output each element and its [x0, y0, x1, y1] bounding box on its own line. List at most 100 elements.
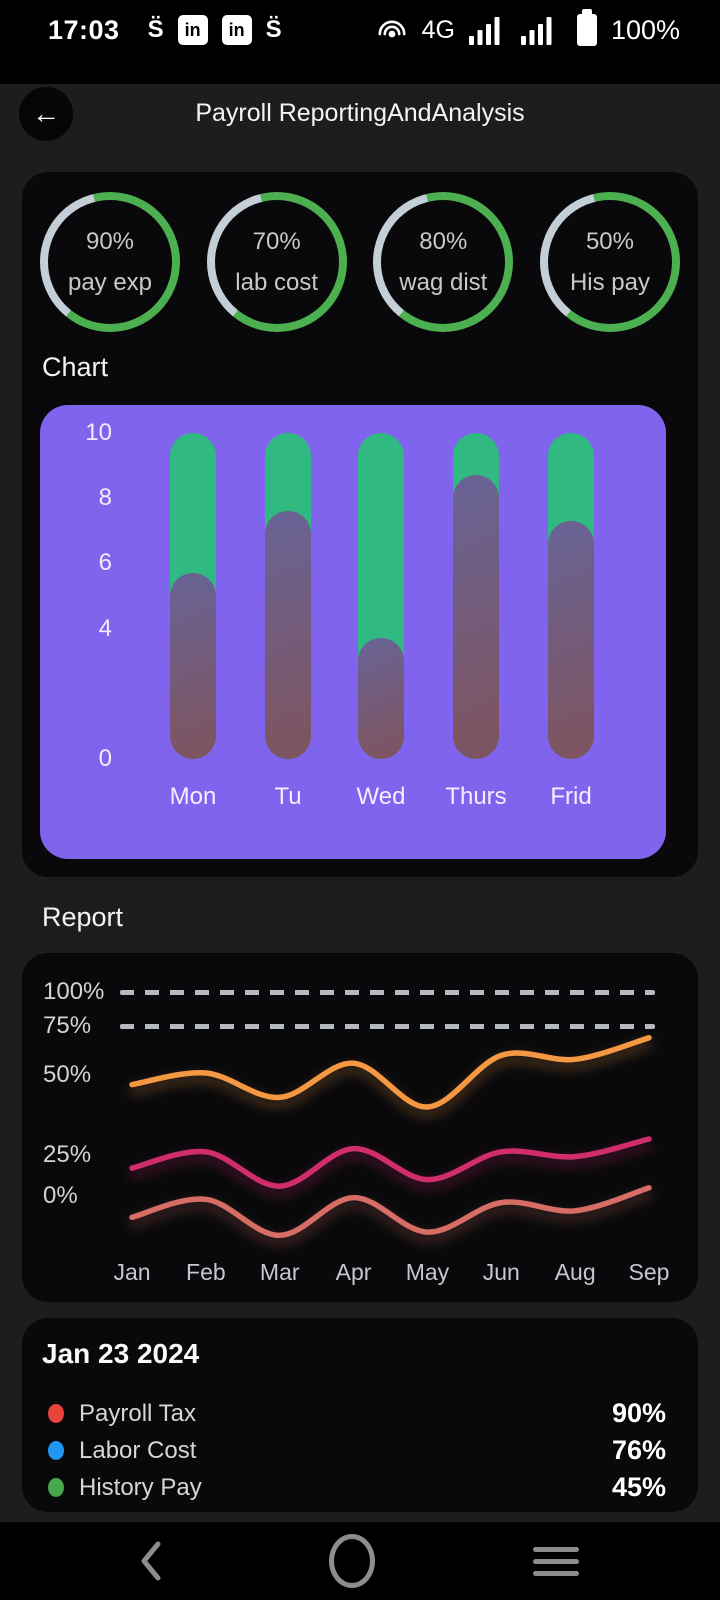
- bar-ytick-label: 4: [98, 614, 112, 642]
- bar-ytick-label: 6: [98, 549, 112, 577]
- ring-text: 70% lab cost: [207, 192, 347, 332]
- nav-home-button[interactable]: [322, 1522, 382, 1600]
- line-x-label: Feb: [186, 1259, 226, 1285]
- battery-icon: [576, 9, 597, 46]
- bar-category-label: Thurs: [445, 783, 507, 810]
- series-orange: [129, 1035, 652, 1110]
- ring-text: 90% pay exp: [40, 192, 180, 332]
- metric-label: pay exp: [67, 268, 153, 296]
- linkedin-icon: in: [177, 15, 208, 45]
- bar-actual: [265, 511, 311, 759]
- ring-hole: [214, 200, 339, 324]
- metric-value: 80%: [419, 227, 468, 255]
- line-x-label: Jun: [482, 1259, 520, 1285]
- bar-actual: [453, 475, 499, 759]
- bar-category-label: Frid: [550, 783, 592, 810]
- legend-value: 76%: [611, 1435, 666, 1465]
- ring-text: 80% wag dist: [373, 192, 513, 332]
- line-x-label: Mar: [259, 1259, 300, 1285]
- network-type-label: 4G: [421, 15, 455, 44]
- linkedin-icon: in: [221, 15, 252, 45]
- battery-percent-label: 100%: [610, 14, 680, 45]
- metric-ring: 70% lab cost: [206, 192, 347, 332]
- bar-ytick-label: 10: [85, 419, 112, 446]
- navigation-bar: [0, 1522, 720, 1600]
- bar-actual: [170, 573, 216, 759]
- ring-text: 50% His pay: [540, 192, 680, 332]
- metric-value: 70%: [252, 227, 301, 255]
- legend-value: 45%: [611, 1472, 666, 1502]
- legend-row: Labor Cost 76%: [48, 1432, 666, 1469]
- s-badge-icon: S̈: [265, 16, 282, 43]
- metrics-row: 90% pay exp 70% lab cost 80% wag dist 50…: [40, 192, 680, 332]
- metric-ring: 50% His pay: [539, 192, 680, 332]
- dashed-gridline: [120, 989, 655, 995]
- line-x-label: Apr: [335, 1259, 372, 1285]
- bar-category-label: Wed: [356, 783, 406, 810]
- bar-category-label: Tu: [274, 783, 302, 810]
- signal-strength-icon: [468, 17, 500, 45]
- metric-ring: 80% wag dist: [373, 192, 514, 332]
- line-ytick-label: 50%: [43, 1061, 92, 1088]
- status-bar: 17:03 S̈ in in S̈ 4G: [0, 0, 720, 84]
- line-ytick-label: 100%: [43, 978, 105, 1005]
- summary-date: Jan 23 2024: [42, 1338, 200, 1369]
- line-ytick-label: 0%: [43, 1182, 78, 1209]
- page-title: Payroll ReportingAndAnalysis: [195, 99, 525, 127]
- bar-actual: [548, 521, 594, 759]
- legend-row: History Pay 45%: [48, 1469, 666, 1506]
- legend-label: Labor Cost: [79, 1436, 197, 1464]
- chart-section-title: Chart: [42, 352, 109, 382]
- bar-actual: [358, 638, 404, 759]
- summary-card: Jan 23 2024 Payroll Tax 90% Labor Cost 7…: [22, 1318, 698, 1512]
- status-bar-right: 4G 100%: [376, 6, 680, 54]
- metric-value: 90%: [85, 227, 135, 255]
- series-pink: [129, 1136, 652, 1189]
- status-time: 17:03: [48, 14, 120, 45]
- metric-value: 50%: [585, 227, 634, 255]
- ring-hole: [381, 200, 506, 324]
- metric-ring: 90% pay exp: [40, 192, 180, 332]
- legend-dot-icon: [48, 1478, 64, 1497]
- line-ytick-label: 75%: [43, 1012, 92, 1039]
- hotspot-icon: [378, 20, 406, 38]
- line-ytick-label: 25%: [43, 1141, 92, 1168]
- dashed-gridline: [120, 1023, 655, 1029]
- bar-category-label: Mon: [169, 783, 217, 810]
- chevron-left-icon: [141, 1541, 161, 1581]
- bar-ytick-label: 0: [98, 745, 112, 772]
- line-x-label: Sep: [628, 1259, 670, 1285]
- menu-icon: [533, 1546, 579, 1576]
- ring-hole: [48, 200, 172, 324]
- metric-label: wag dist: [399, 268, 488, 296]
- metric-label: lab cost: [235, 268, 319, 296]
- signal-strength-icon: [520, 17, 552, 45]
- summary-legend: Payroll Tax 90% Labor Cost 76% History P…: [48, 1395, 666, 1506]
- line-x-label: Jan: [113, 1259, 151, 1285]
- home-circle-icon: [329, 1534, 375, 1588]
- back-arrow-icon: ←: [32, 98, 60, 129]
- linkedin-glyph: in: [184, 19, 201, 40]
- bar-chart: 10 8 6 4 0 Mon Tu Wed Thurs Frid: [40, 405, 666, 859]
- report-section-title: Report: [42, 902, 124, 932]
- nav-menu-button[interactable]: [526, 1522, 586, 1600]
- back-button[interactable]: ←: [19, 87, 73, 141]
- status-bar-left: 17:03 S̈ in in S̈: [48, 6, 282, 54]
- legend-row: Payroll Tax 90%: [48, 1395, 666, 1432]
- legend-label: History Pay: [79, 1473, 202, 1501]
- nav-back-button[interactable]: [120, 1522, 180, 1600]
- series-salmon: [129, 1185, 652, 1239]
- ring-hole: [547, 200, 672, 324]
- legend-dot-icon: [48, 1404, 64, 1423]
- metric-label: His pay: [569, 268, 650, 296]
- metrics-chart-card: 90% pay exp 70% lab cost 80% wag dist 50…: [22, 172, 698, 877]
- s-badge-icon: S̈: [147, 16, 164, 43]
- legend-dot-icon: [48, 1441, 64, 1460]
- legend-value: 90%: [611, 1398, 666, 1428]
- linkedin-glyph: in: [228, 19, 245, 40]
- line-chart: [129, 1035, 652, 1239]
- line-x-label: Aug: [554, 1259, 596, 1285]
- bar-ytick-label: 8: [98, 484, 112, 512]
- report-chart-card: 100% 75% 50% 25% 0% Jan Feb Mar Apr May Jun Aug Sep: [22, 953, 698, 1302]
